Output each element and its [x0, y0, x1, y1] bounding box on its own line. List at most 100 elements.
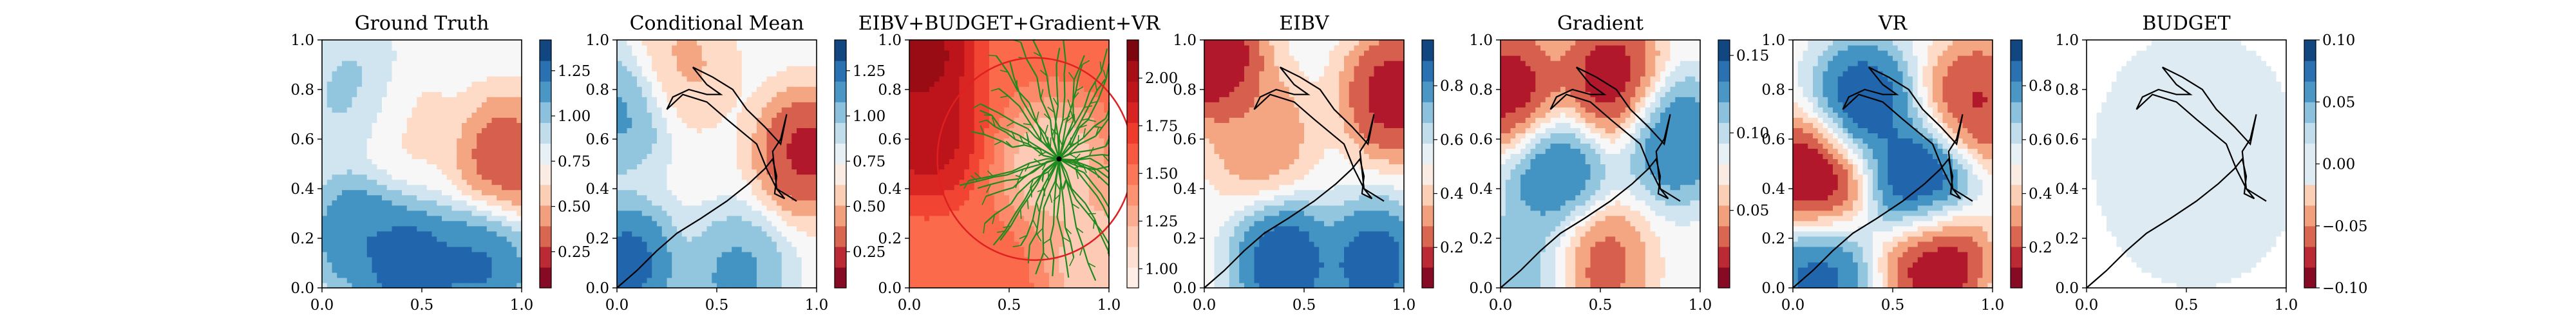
- heatmap-cell: [451, 158, 457, 165]
- heatmap-cell: [692, 184, 697, 191]
- colorbar: 0.250.500.751.001.25: [834, 39, 886, 289]
- heatmap-cell: [974, 138, 980, 144]
- heatmap-cell: [697, 251, 703, 258]
- heatmap-cell: [632, 261, 638, 268]
- heatmap-cell: [366, 210, 373, 216]
- heatmap-cell: [366, 91, 373, 97]
- heatmap-cell: [477, 153, 482, 160]
- heatmap-cell: [637, 164, 643, 170]
- heatmap-cell: [766, 102, 772, 108]
- heatmap-cell: [964, 215, 970, 222]
- heatmap-cell: [777, 225, 782, 232]
- heatmap-cell: [477, 76, 482, 82]
- heatmap-cell: [332, 215, 337, 222]
- heatmap-cell: [647, 117, 652, 123]
- heatmap-cell: [964, 45, 970, 51]
- heatmap-cell: [994, 138, 1000, 144]
- heatmap-cell: [446, 184, 453, 191]
- heatmap-cell: [984, 200, 990, 206]
- heatmap-cell: [681, 128, 688, 133]
- heatmap-cell: [641, 138, 648, 144]
- heatmap-cell: [712, 241, 717, 247]
- heatmap-cell: [352, 200, 357, 206]
- heatmap-cell: [954, 205, 960, 211]
- heatmap-cell: [726, 143, 732, 149]
- heatmap-cell: [392, 277, 397, 283]
- heatmap-cell: [934, 40, 940, 46]
- heatmap-cell: [811, 45, 817, 51]
- heatmap-cell: [934, 205, 940, 211]
- heatmap-cell: [797, 112, 802, 118]
- heatmap-cell: [471, 236, 477, 242]
- heatmap-cell: [746, 55, 752, 61]
- heatmap-cell: [352, 158, 357, 165]
- heatmap-cell: [1004, 143, 1010, 149]
- heatmap-cell: [1009, 50, 1015, 56]
- heatmap-cell: [457, 55, 462, 61]
- heatmap-cell: [989, 225, 995, 232]
- heatmap-cell: [914, 205, 920, 211]
- heatmap-cell: [657, 158, 663, 165]
- heatmap-cell: [697, 220, 703, 227]
- heatmap-cell: [984, 61, 990, 66]
- heatmap-cell: [466, 205, 473, 211]
- heatmap-cell: [929, 189, 935, 196]
- heatmap-cell: [979, 91, 985, 97]
- heatmap-cell: [457, 194, 462, 201]
- heatmap-cell: [372, 251, 377, 258]
- heatmap-cell: [412, 220, 417, 227]
- heatmap-cell: [687, 194, 692, 201]
- heatmap-cell: [706, 200, 712, 206]
- heatmap-cell: [442, 86, 448, 92]
- heatmap-cell: [442, 117, 448, 123]
- heatmap-cell: [954, 143, 960, 149]
- heatmap-cell: [406, 153, 413, 160]
- heatmap-cell: [687, 107, 692, 113]
- heatmap-cell: [667, 261, 672, 268]
- heatmap-cell: [366, 205, 373, 211]
- heatmap-cell: [786, 256, 792, 263]
- heatmap-cell: [352, 76, 357, 82]
- heatmap-cell: [402, 174, 408, 180]
- heatmap-cell: [999, 189, 1005, 196]
- heatmap-cell: [681, 189, 688, 196]
- panel-title: EIBV+BUDGET+Gradient+VR: [858, 12, 1161, 35]
- heatmap-cell: [486, 86, 493, 92]
- heatmap-cell: [746, 200, 752, 206]
- heatmap-cell: [337, 210, 343, 216]
- heatmap-cell: [752, 61, 757, 66]
- heatmap-cell: [989, 76, 995, 82]
- heatmap-cell: [969, 122, 975, 128]
- heatmap-cell: [431, 117, 437, 123]
- heatmap-cell: [761, 256, 768, 263]
- heatmap-cell: [406, 272, 413, 278]
- heatmap-cell: [979, 133, 985, 138]
- heatmap-cell: [726, 61, 732, 66]
- heatmap-cell: [969, 256, 975, 263]
- heatmap-cell: [949, 76, 955, 82]
- heatmap-cell: [621, 282, 628, 289]
- heatmap-cell: [757, 210, 762, 216]
- heatmap-cell: [786, 225, 792, 232]
- heatmap-cell: [506, 179, 513, 185]
- heatmap-cell: [954, 189, 960, 196]
- heatmap-cell: [939, 61, 945, 66]
- heatmap-cell: [969, 102, 975, 108]
- heatmap-cell: [777, 210, 782, 216]
- heatmap-cell: [647, 231, 652, 237]
- heatmap-cell: [712, 169, 717, 175]
- heatmap-cell: [681, 215, 688, 222]
- heatmap-cell: [652, 91, 658, 97]
- heatmap-cell: [426, 55, 433, 61]
- heatmap-cell: [797, 148, 802, 155]
- heatmap-cell: [506, 267, 513, 273]
- heatmap-cell: [909, 148, 915, 155]
- heatmap-cell: [632, 179, 638, 185]
- colorbar-swatch: [835, 164, 846, 185]
- heatmap-cell: [944, 55, 950, 61]
- heatmap-cell: [706, 143, 712, 149]
- heatmap-cell: [781, 143, 788, 149]
- heatmap-cell: [466, 133, 473, 138]
- heatmap-cell: [486, 179, 493, 185]
- heatmap-cell: [706, 97, 712, 102]
